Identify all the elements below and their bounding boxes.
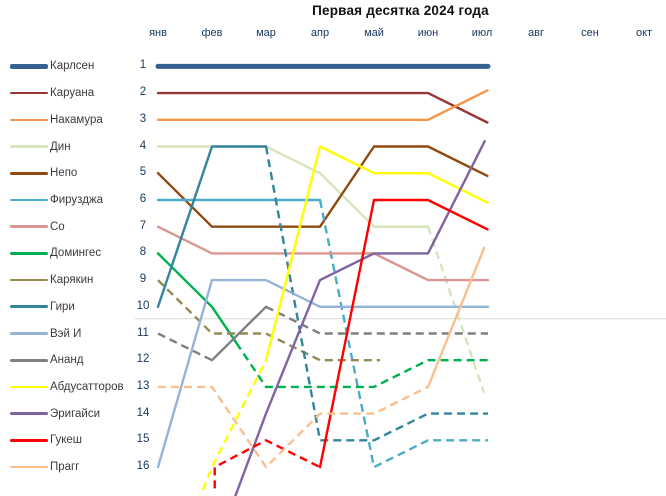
x-axis-label-сен: сен [581, 27, 599, 39]
series-line-Гири [156, 145, 268, 308]
series-line-Ананд [265, 305, 488, 335]
rank-axis-label-4: 4 [139, 139, 147, 152]
series-line-Накамура [156, 89, 489, 122]
legend-item-Карлсен: Карлсен [0, 58, 130, 74]
series-line-Ананд [157, 332, 213, 362]
legend-label: Накамура [50, 113, 103, 126]
legend-label: Дин [50, 140, 71, 153]
legend-color-chip [10, 278, 48, 282]
legend-color-chip [10, 198, 48, 202]
legend-item-Непо: Непо [0, 165, 130, 181]
legend-item-Прагг: Прагг [0, 459, 130, 475]
rank-axis-label-3: 3 [139, 112, 147, 125]
series-line-Дин [426, 226, 486, 393]
legend-item-Накамура: Накамура [0, 112, 130, 128]
legend-color-chip [10, 63, 48, 69]
x-axis-label-май: май [364, 27, 384, 39]
legend-item-Вэй И: Вэй И [0, 326, 130, 342]
legend-label: Карякин [50, 274, 94, 287]
legend-item-Гири: Гири [0, 299, 130, 315]
legend-label: Гири [50, 300, 75, 313]
rank-axis-label-14: 14 [136, 406, 150, 419]
legend-color-chip [10, 171, 48, 175]
legend-label: Гукеш [50, 434, 82, 447]
legend-color-chip [10, 332, 48, 335]
legend-item-Фирузджа: Фирузджа [0, 192, 130, 208]
legend-item-Домингес: Домингес [0, 245, 130, 261]
legend-label: Прагг [50, 461, 80, 474]
rank-axis-label-15: 15 [136, 433, 150, 446]
legend-label: Ананд [50, 354, 84, 367]
legend-label: Абдусатторов [50, 380, 124, 393]
series-line-Домингес [235, 342, 488, 389]
x-axis-label-апр: апр [310, 27, 330, 39]
chart-title: Первая десятка 2024 года [312, 3, 489, 18]
legend-label: Непо [50, 167, 78, 180]
series-line-Ананд [210, 305, 268, 362]
series-line-Гукеш [213, 439, 321, 489]
series-line-Карякин [157, 279, 380, 362]
x-axis-label-янв: янв [149, 27, 167, 39]
legend-color-chip [10, 225, 48, 228]
rank-axis-label-6: 6 [139, 192, 147, 205]
series-line-Прагг [158, 385, 429, 469]
legend-color-chip [10, 465, 48, 469]
legend-item-Эригайси: Эригайси [0, 406, 130, 422]
x-axis-label-фев: фев [201, 27, 223, 39]
x-axis-label-авг: авг [528, 27, 544, 39]
legend-color-chip [10, 305, 48, 309]
rank-axis-label-8: 8 [139, 246, 147, 259]
legend-item-Абдусатторов: Абдусатторов [0, 379, 130, 395]
legend-color-chip [10, 439, 48, 442]
legend-label: Каруана [50, 87, 95, 100]
legend-item-Гукеш: Гукеш [0, 432, 130, 448]
x-axis-label-июн: июн [417, 27, 439, 39]
x-axis-label-окт: окт [635, 27, 653, 39]
x-axis-label-мар: мар [256, 27, 276, 39]
legend-color-chip [10, 412, 48, 415]
legend-label: Домингес [50, 247, 102, 260]
x-axis-label-июл: июл [471, 27, 493, 39]
rank-axis-label-11: 11 [137, 326, 149, 339]
rank-axis-label-12: 12 [136, 353, 150, 366]
series-line-Домингес [156, 252, 238, 344]
legend-item-Ананд: Ананд [0, 352, 130, 368]
legend-item-Каруана: Каруана [0, 85, 130, 101]
legend-color-chip [10, 358, 48, 362]
legend-color-chip [10, 145, 48, 148]
series-line-Прагг [426, 246, 486, 389]
series-line-Вэй И [156, 278, 490, 469]
legend-label: Фирузджа [50, 193, 104, 206]
legend-label: Эригайси [50, 407, 101, 420]
legend-item-Со: Со [0, 219, 130, 235]
legend-item-Дин: Дин [0, 139, 130, 155]
legend-color-chip [10, 252, 48, 255]
legend-label: Со [50, 220, 65, 233]
series-line-Каруана [156, 91, 489, 124]
rank-axis-label-10: 10 [136, 299, 150, 312]
rank-axis-label-16: 16 [136, 460, 150, 473]
legend-color-chip [10, 118, 48, 122]
legend-label: Вэй И [50, 327, 82, 340]
rank-axis-label-9: 9 [139, 273, 147, 286]
series-line-Гукеш [318, 198, 489, 469]
series-line-Абдусатторов [201, 359, 268, 491]
series-line-Непо [156, 145, 489, 228]
rank-axis-label-1: 1 [139, 59, 147, 72]
rank-axis-label-5: 5 [139, 166, 147, 179]
rank-axis-label-2: 2 [139, 86, 147, 99]
rank-axis-label-7: 7 [139, 219, 147, 232]
legend-item-Карякин: Карякин [0, 272, 130, 288]
series-line-Эригайси [234, 139, 486, 496]
series-line-Абдусатторов [264, 145, 489, 362]
series-line-Гири [264, 146, 488, 442]
legend-label: Карлсен [50, 60, 95, 73]
legend-color-chip [10, 385, 48, 389]
rank-axis-label-13: 13 [136, 379, 150, 392]
legend-color-chip [10, 91, 48, 95]
